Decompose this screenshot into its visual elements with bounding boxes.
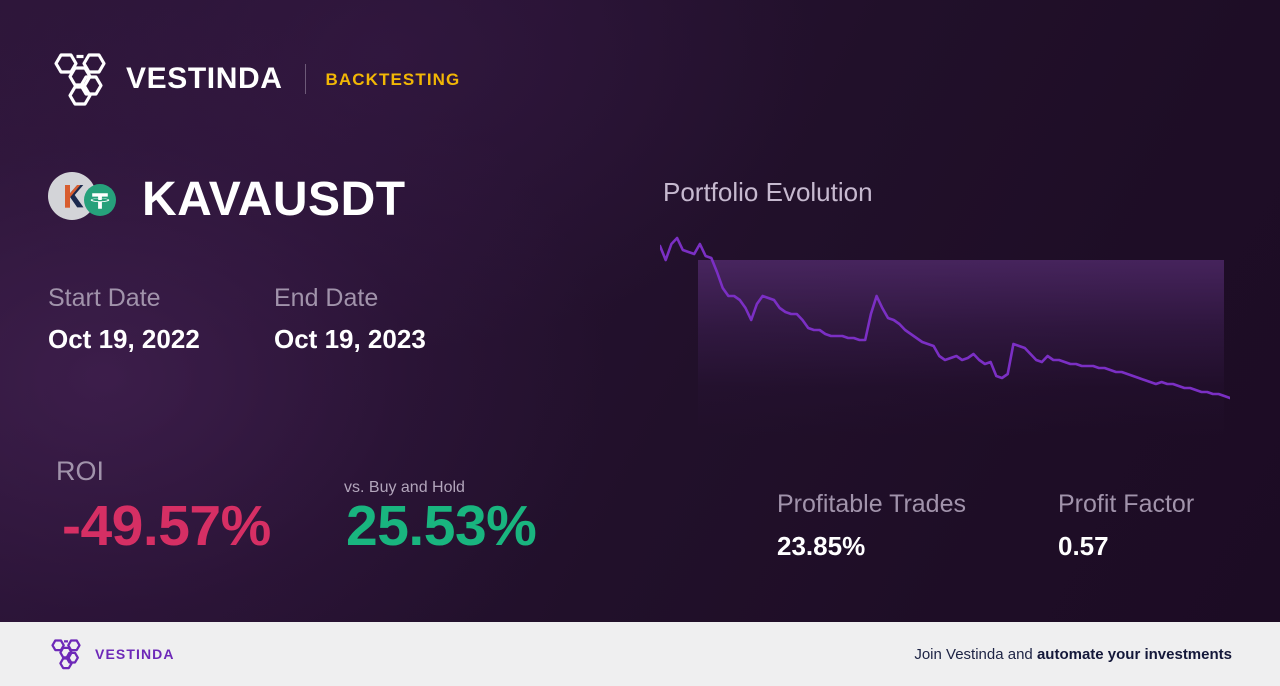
vestinda-hex-logo-icon	[48, 636, 84, 672]
buy-and-hold-label: vs. Buy and Hold	[344, 479, 465, 496]
footer-cta: Join Vestinda and automate your investme…	[914, 647, 1232, 662]
portfolio-evolution-chart	[660, 236, 1230, 436]
footer-cta-prefix: Join Vestinda and	[914, 645, 1037, 663]
coin-pair-icons	[48, 172, 132, 228]
date-range: Start Date Oct 19, 2022 End Date Oct 19,…	[48, 284, 426, 354]
chart-plot	[660, 236, 1230, 400]
buy-and-hold-value: 25.53%	[346, 494, 537, 558]
pair-symbol: KAVAUSDT	[142, 173, 406, 226]
kava-coin-icon	[48, 172, 96, 220]
end-date-label: End Date	[274, 284, 379, 312]
profitable-trades-label: Profitable Trades	[777, 490, 966, 518]
start-date-group: Start Date Oct 19, 2022	[48, 284, 274, 354]
header-divider	[304, 64, 306, 94]
vestinda-hex-logo-icon	[48, 47, 112, 111]
tether-usdt-coin-icon	[84, 184, 116, 216]
start-date-label: Start Date	[48, 284, 161, 312]
profitable-trades-value: 23.85%	[777, 531, 866, 561]
footer-brand-name: VESTINDA	[95, 646, 175, 662]
profit-factor-group: Profit Factor 0.57	[1058, 490, 1195, 561]
chart-title: Portfolio Evolution	[663, 177, 873, 207]
roi-label: ROI	[56, 456, 105, 486]
end-date-value: Oct 19, 2023	[274, 324, 426, 354]
header: VESTINDA BACKTESTING	[48, 47, 460, 111]
start-date-value: Oct 19, 2022	[48, 324, 200, 354]
trading-pair-heading: KAVAUSDT	[48, 172, 406, 228]
footer-cta-strong: automate your investments	[1036, 645, 1232, 663]
footer-brand: VESTINDA	[48, 636, 175, 672]
roi-value: -49.57%	[62, 494, 271, 558]
profit-factor-value: 0.57	[1058, 531, 1109, 561]
profit-factor-label: Profit Factor	[1058, 490, 1195, 518]
backtesting-label: BACKTESTING	[325, 69, 461, 89]
footer: VESTINDA Join Vestinda and automate your…	[0, 622, 1280, 686]
end-date-group: End Date Oct 19, 2023	[274, 284, 426, 354]
profitable-trades-group: Profitable Trades 23.85%	[777, 490, 1058, 561]
brand-name: VESTINDA	[126, 62, 283, 95]
performance-stats: Profitable Trades 23.85% Profit Factor 0…	[777, 490, 1195, 561]
